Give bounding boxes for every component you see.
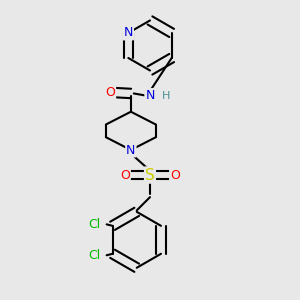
Text: O: O <box>105 86 115 99</box>
Text: S: S <box>145 167 155 182</box>
Text: Cl: Cl <box>89 249 101 262</box>
Text: Cl: Cl <box>89 218 101 231</box>
Text: N: N <box>124 26 133 40</box>
Text: N: N <box>145 89 155 102</box>
Text: O: O <box>120 169 130 182</box>
Text: H: H <box>162 91 170 100</box>
Text: N: N <box>126 143 136 157</box>
Text: O: O <box>170 169 180 182</box>
